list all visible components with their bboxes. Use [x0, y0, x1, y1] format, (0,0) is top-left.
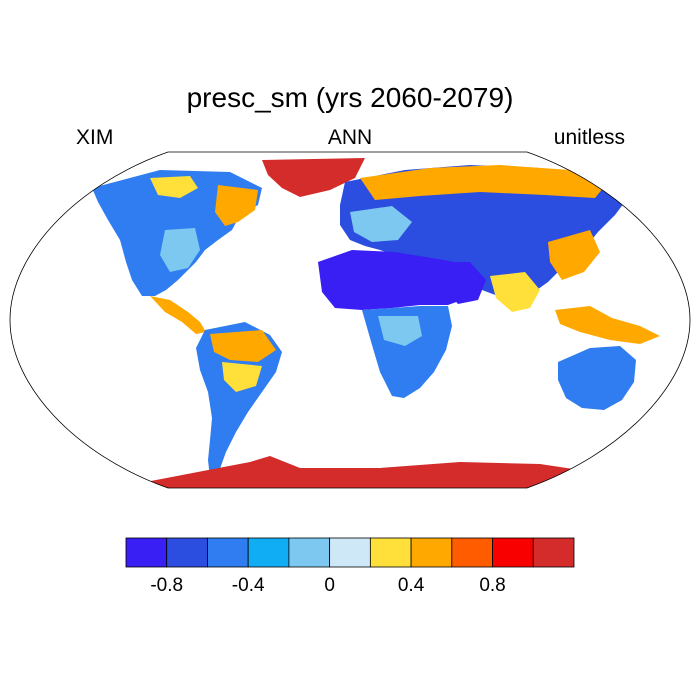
units-label: unitless: [553, 126, 625, 149]
map-title: presc_sm (yrs 2060-2079): [186, 82, 514, 113]
north-america-north: [150, 176, 198, 198]
maritime-se-asia: [555, 306, 660, 344]
south-america-north: [210, 330, 276, 362]
europe-central: [350, 206, 412, 242]
eurasia-north-wet: [360, 165, 608, 200]
map-outline: [9, 151, 691, 489]
south-asia: [490, 272, 540, 312]
east-asia-orange: [548, 230, 600, 280]
new-zealand: [658, 396, 668, 420]
colorbar-tick-label: 0.8: [479, 575, 506, 596]
colorbar-tick-label: -0.8: [150, 575, 184, 596]
north-america-central: [160, 228, 200, 272]
africa-central: [378, 316, 422, 346]
central-america: [150, 296, 206, 334]
colorbar-tick-label: -0.4: [231, 575, 265, 596]
greenland: [262, 158, 365, 197]
colorbar-tick-label: 0: [324, 575, 335, 596]
colorbar-tick-label: 0.4: [397, 575, 425, 596]
south-america-mid: [222, 362, 262, 392]
australia: [558, 346, 636, 410]
north-america-east-wet: [215, 185, 258, 226]
variable-label: XIM: [76, 126, 114, 149]
antarctica: [120, 456, 600, 488]
arabia: [430, 262, 486, 304]
south-america: [196, 322, 282, 478]
africa-sahara: [318, 250, 468, 310]
season-label: ANN: [327, 126, 373, 149]
